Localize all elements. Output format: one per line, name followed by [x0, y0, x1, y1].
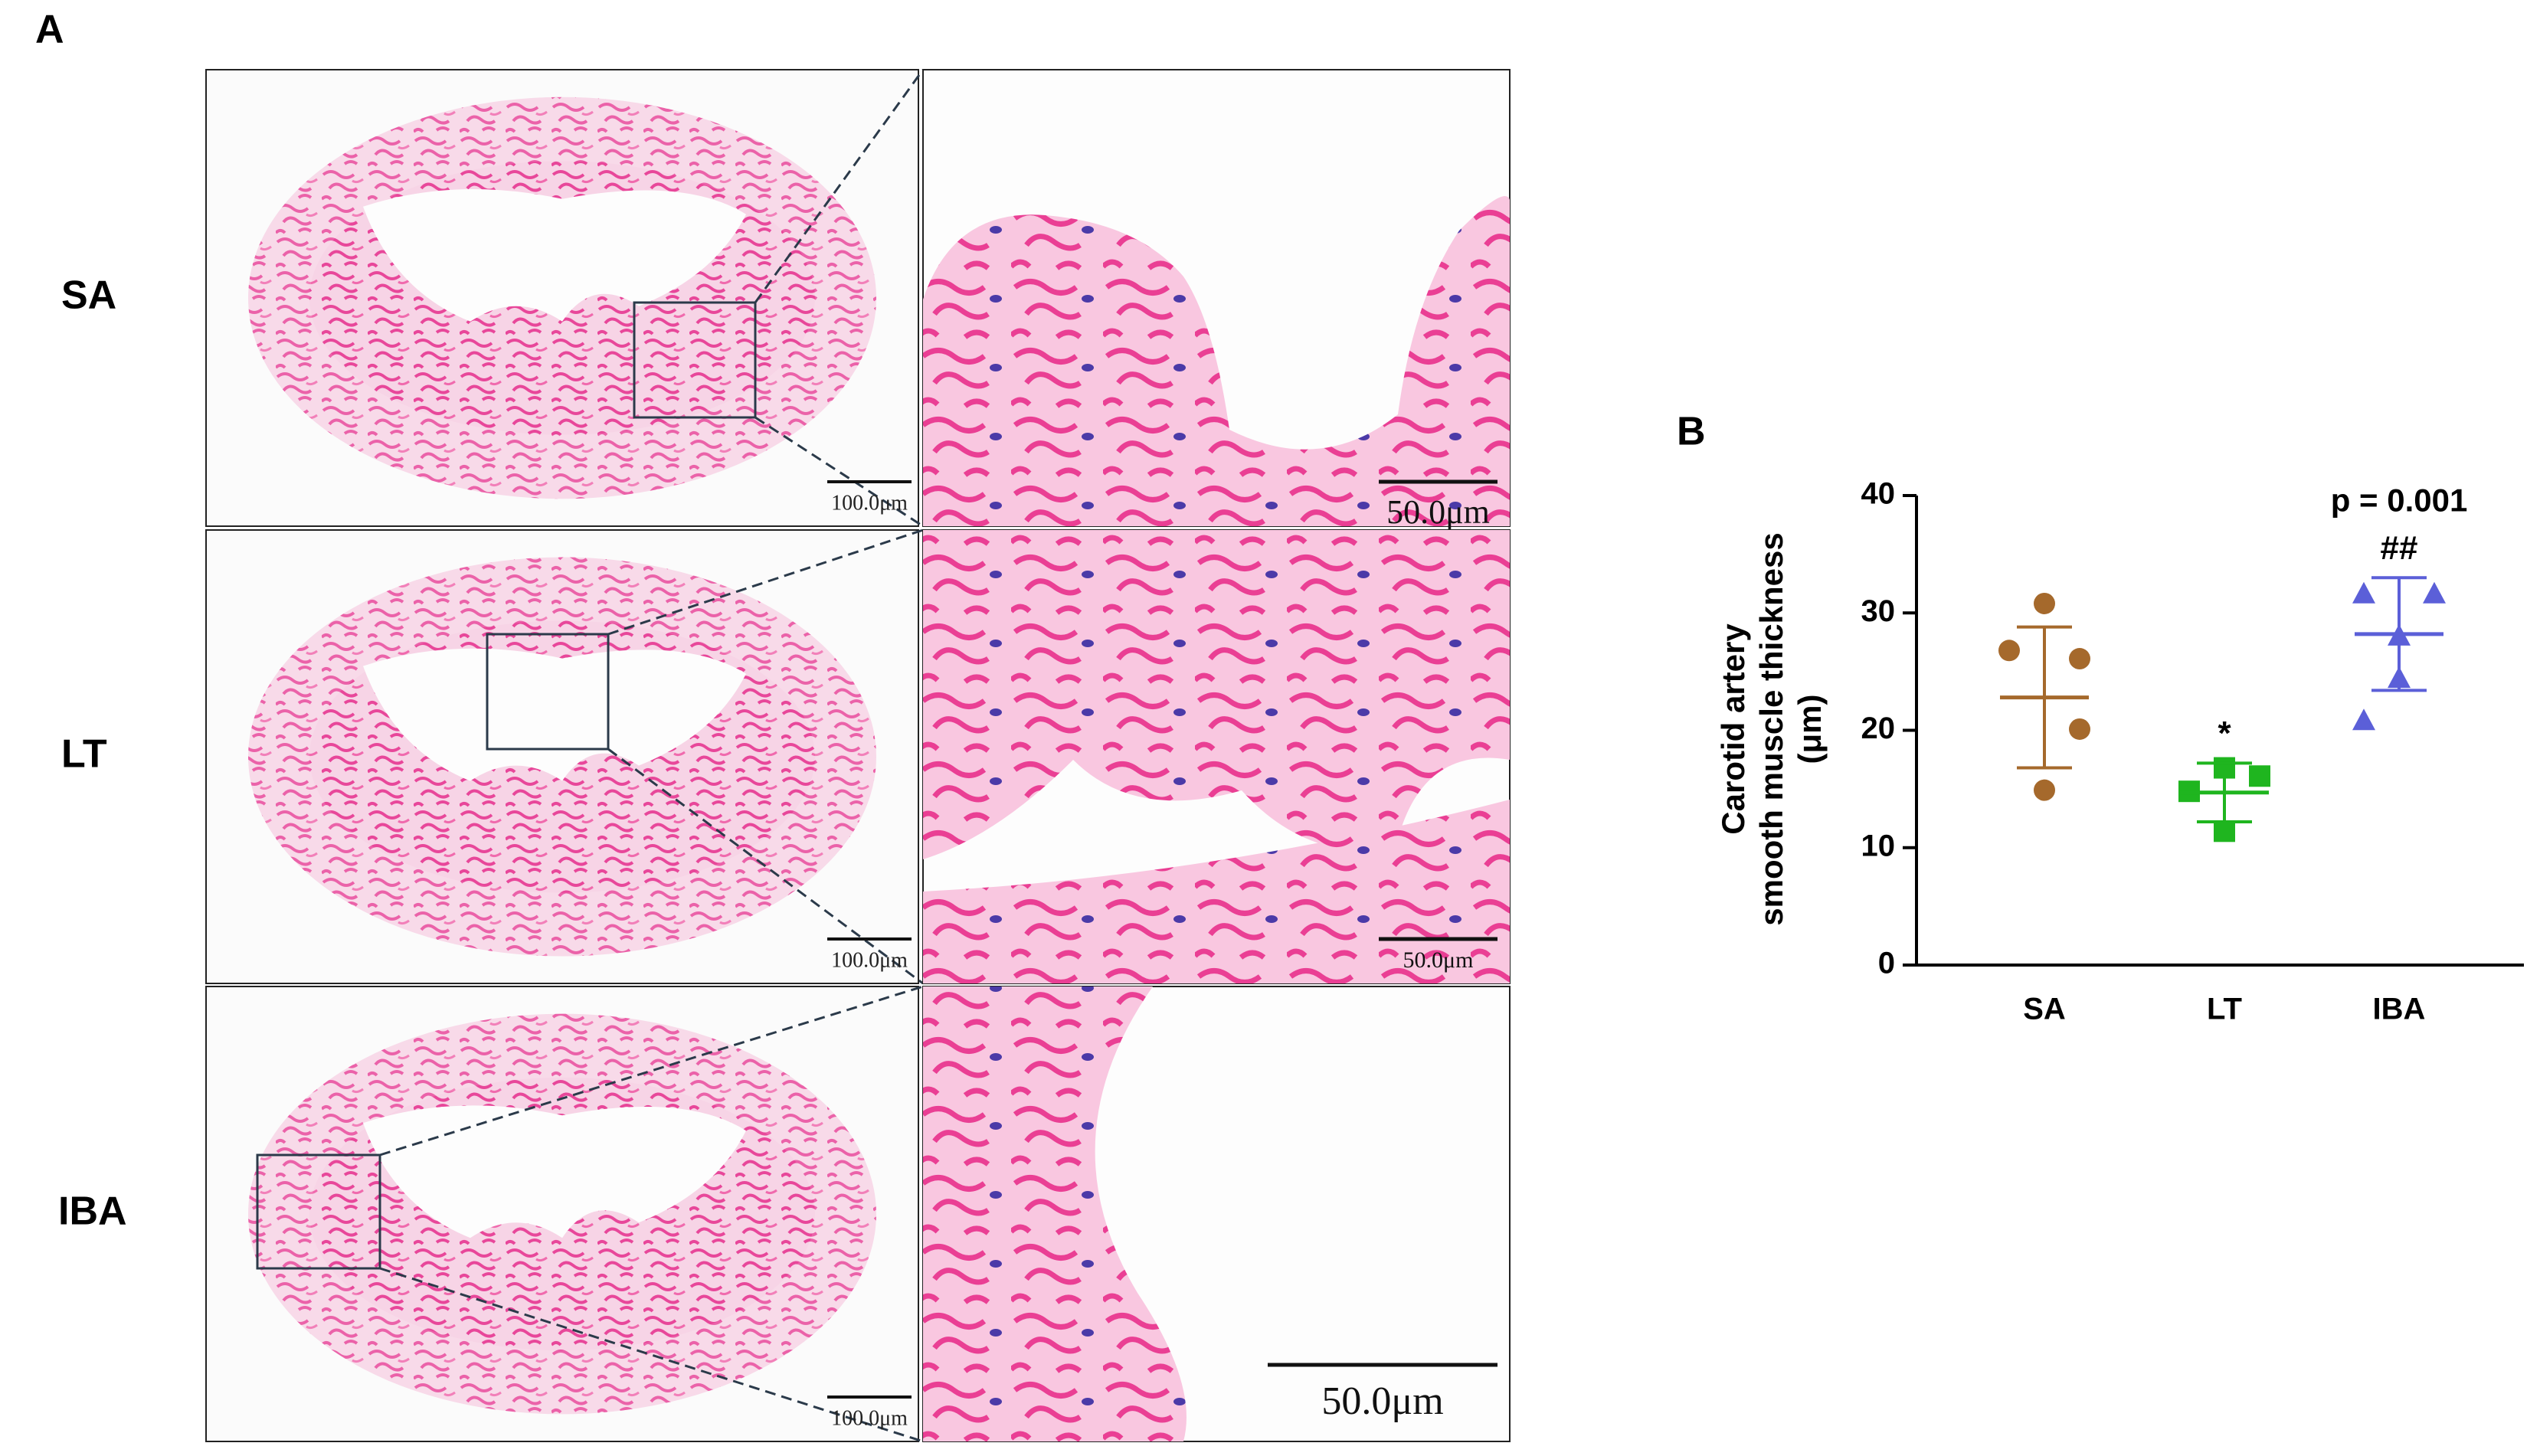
- row-label: LT: [61, 732, 107, 777]
- data-point: [1998, 640, 2020, 662]
- lumen: [363, 1105, 746, 1238]
- data-point: [2249, 765, 2270, 787]
- annotation: p = 0.001: [2331, 482, 2468, 518]
- tissue-zoom: [923, 196, 1510, 526]
- x-tick-label: IBA: [2373, 993, 2426, 1026]
- lumen: [363, 188, 746, 322]
- zoom-box: [256, 1153, 381, 1270]
- x-tick-label: SA: [2023, 993, 2066, 1026]
- data-point: [2352, 581, 2375, 604]
- y-axis-label-line: smooth muscle thickness: [1753, 532, 1789, 926]
- data-point: [2352, 708, 2375, 731]
- zoom-line: [379, 985, 924, 1157]
- y-axis-label: Carotid arterysmooth muscle thickness(μm…: [1715, 532, 1828, 926]
- data-point: [2069, 718, 2090, 740]
- scale-label: 50.0μm: [1321, 1379, 1443, 1423]
- zoom-line: [754, 69, 925, 303]
- scale-label: 50.0μm: [1386, 493, 1490, 531]
- zoom-line: [607, 748, 924, 985]
- y-tick-label: 30: [1861, 594, 1896, 628]
- data-point: [2423, 581, 2446, 604]
- tissue-zoom: [923, 530, 1510, 983]
- annotation: ##: [2381, 529, 2418, 567]
- tissue-zoom: [923, 986, 1187, 1441]
- y-axis-label-line: Carotid artery: [1715, 623, 1751, 835]
- y-tick-label: 40: [1861, 477, 1896, 511]
- panel-label: B: [1677, 410, 1706, 454]
- scale-label: 50.0μm: [1403, 947, 1474, 973]
- y-tick-label: 10: [1861, 829, 1896, 862]
- panel-label: A: [35, 8, 64, 52]
- panel-a: 100.0μm 50.0μm SA 100.0μm 50.0μm LT 100.0μm 50.…: [58, 69, 1511, 1443]
- annotation: *: [2218, 715, 2231, 752]
- y-tick-label: 0: [1878, 947, 1895, 980]
- scale-label: 100.0μm: [831, 1406, 908, 1430]
- data-point: [2034, 779, 2055, 801]
- zoom-box: [633, 301, 757, 419]
- y-axis-label-line: (μm): [1792, 694, 1828, 764]
- zoom-line: [379, 1267, 924, 1443]
- row-label: IBA: [58, 1189, 127, 1234]
- lumen: [363, 648, 746, 781]
- data-point: [2034, 592, 2055, 614]
- y-tick-label: 20: [1861, 712, 1896, 745]
- chart: 0 10 20 30 40 Carotid arterysmooth muscle thi…: [1715, 477, 2524, 1026]
- scale-label: 100.0μm: [831, 948, 908, 972]
- zoom-line: [607, 528, 924, 636]
- x-tick-label: LT: [2207, 993, 2242, 1026]
- data-point: [2214, 820, 2235, 843]
- data-point: [2069, 648, 2090, 670]
- zoom-box: [486, 633, 610, 751]
- row-label: SA: [61, 273, 116, 318]
- scale-label: 100.0μm: [831, 491, 908, 515]
